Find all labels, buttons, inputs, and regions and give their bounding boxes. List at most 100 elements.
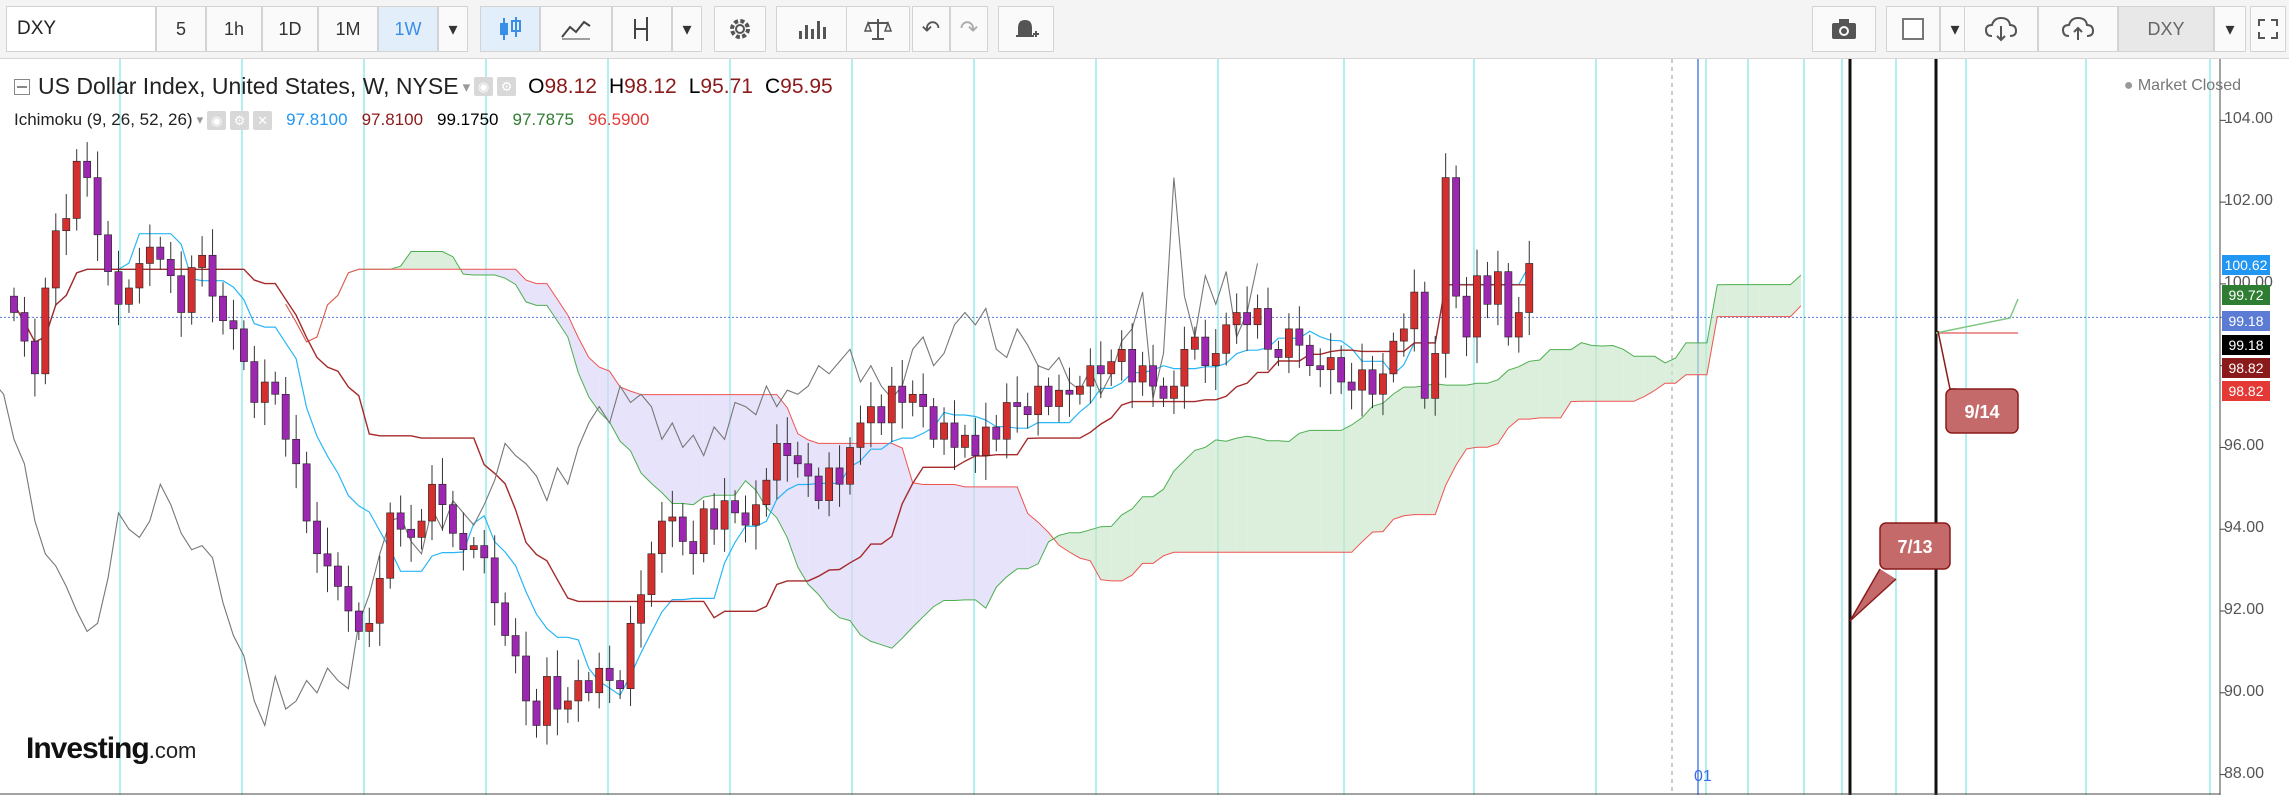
symbol-dropdown-button[interactable]: ▾	[2214, 6, 2246, 52]
cloud-segment	[1247, 436, 1258, 553]
callout-7-13-label: 7/13	[1897, 537, 1932, 557]
callout-9-14-label: 9/14	[1964, 402, 1999, 422]
drawings: 9/14 7/13 01	[1694, 59, 2019, 795]
candle-body	[678, 516, 687, 542]
candle-body	[10, 295, 18, 313]
kijun-sen-line	[13, 268, 1530, 619]
candlestick-icon	[500, 17, 521, 40]
cloud-segment	[473, 269, 485, 275]
cloud-segment	[536, 283, 547, 306]
interval-dropdown-button[interactable]: ▾	[438, 6, 468, 52]
cloud-segment	[975, 486, 986, 609]
interval-1w-button[interactable]: 1W	[378, 6, 438, 52]
candles-button[interactable]	[480, 6, 540, 52]
candle-body	[1441, 177, 1450, 354]
settings-small-icon[interactable]: ⚙	[230, 110, 250, 130]
candle-body	[605, 667, 614, 681]
cloud-segment	[1226, 438, 1237, 553]
y-tick-label: 94.00	[2224, 519, 2265, 537]
candle-body	[637, 594, 645, 624]
candle-body	[1117, 349, 1126, 362]
screenshot-button[interactable]	[1812, 6, 1876, 52]
compare-button[interactable]	[776, 6, 848, 52]
candle-body	[657, 520, 666, 555]
bell-plus-icon	[1016, 20, 1039, 37]
candle-body	[1013, 402, 1022, 407]
candle-body	[772, 443, 781, 481]
candle-body	[616, 680, 624, 689]
candle-body	[1232, 312, 1241, 326]
chart-area[interactable]: 9/14 7/13 01 US Dollar Index, United State…	[0, 59, 2289, 795]
indicators-dropdown-button[interactable]: ▾	[672, 6, 702, 52]
cloud-segment	[1466, 383, 1477, 449]
candle-body	[83, 160, 92, 178]
interval-1m-button[interactable]: 1M	[318, 6, 378, 52]
symbol-label-right[interactable]: DXY	[2118, 6, 2214, 52]
candle-body	[887, 385, 896, 424]
save-button[interactable]	[2038, 6, 2118, 52]
candle-body	[783, 443, 792, 456]
line-chart-button[interactable]	[540, 6, 612, 52]
cloud-segment	[1341, 424, 1352, 553]
candle-body	[490, 557, 499, 604]
candle-body	[710, 508, 719, 530]
price-label: 99.18	[2222, 335, 2270, 355]
square-icon	[1902, 18, 1924, 40]
cloud-segment	[1539, 349, 1551, 418]
cloud-segment	[1153, 489, 1164, 564]
candle-body	[741, 512, 750, 526]
settings-small-icon[interactable]: ⚙	[497, 77, 517, 96]
alert-button[interactable]	[998, 6, 1054, 52]
balance-button[interactable]	[846, 6, 910, 52]
y-tick-label: 102.00	[2224, 192, 2273, 210]
cloud-segment	[1654, 356, 1666, 391]
eye-icon[interactable]: ◉	[207, 110, 227, 130]
candle-body	[731, 500, 739, 514]
interval-1d-button[interactable]: 1D	[262, 6, 318, 52]
price-axis	[0, 59, 2226, 795]
candle-body	[825, 467, 833, 501]
eye-icon[interactable]: ◉	[474, 77, 494, 96]
cloud-segment	[808, 439, 819, 595]
cloud-segment	[1288, 433, 1300, 553]
candle-body	[762, 479, 771, 505]
load-button[interactable]	[1964, 6, 2038, 52]
close-icon[interactable]: ✕	[253, 110, 273, 130]
candle-body	[1274, 349, 1283, 358]
cloud-segment	[1038, 522, 1049, 564]
candle-body	[260, 381, 269, 403]
cloud-segment	[1696, 342, 1707, 375]
collapse-icon[interactable]	[14, 78, 30, 95]
symbol-title: US Dollar Index, United States, W, NYSE	[38, 73, 459, 99]
candle-body	[125, 287, 133, 305]
candle-body	[1431, 353, 1440, 399]
cloud-segment	[985, 486, 997, 609]
candle-body	[511, 635, 520, 657]
interval-5-button[interactable]: 5	[156, 6, 206, 52]
settings-button[interactable]	[714, 6, 766, 52]
cloud-segment	[1518, 361, 1530, 420]
candle-body	[1107, 361, 1116, 375]
cloud-segment	[672, 394, 683, 504]
candle-body	[1044, 385, 1053, 407]
title-dropdown-icon[interactable]: ▾	[462, 78, 471, 96]
interval-1h-button[interactable]: 1h	[206, 6, 262, 52]
undo-button[interactable]: ↶	[912, 6, 950, 52]
layout-button[interactable]	[1886, 6, 1940, 52]
symbol-input[interactable]	[6, 6, 156, 52]
candle-body	[156, 246, 165, 260]
indicators-button[interactable]	[612, 6, 672, 52]
candle-body	[480, 545, 489, 559]
candle-body	[1180, 349, 1189, 387]
senkou-b-value: 96.5900	[587, 110, 650, 129]
indicator-dropdown-icon[interactable]: ▾	[196, 112, 204, 127]
price-chart[interactable]: 9/14 7/13 01	[0, 59, 2289, 795]
cloud-segment	[776, 394, 788, 538]
candle-body	[856, 422, 865, 448]
cloud-segment	[1591, 345, 1603, 402]
candle-body	[386, 512, 395, 579]
fullscreen-button[interactable]	[2250, 6, 2286, 52]
redo-button[interactable]: ↷	[950, 6, 988, 52]
cloud-segment	[588, 357, 600, 412]
cloud-segment	[735, 394, 746, 496]
